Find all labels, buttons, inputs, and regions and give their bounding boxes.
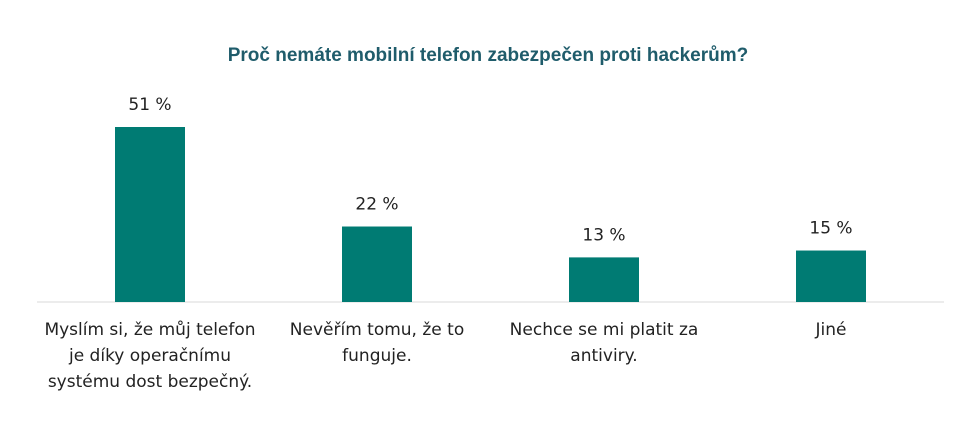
bar-2 [342,226,412,302]
chart-title: Proč nemáte mobilní telefon zabezpečen p… [227,45,749,66]
bar-3 [569,257,639,302]
bar-4 [796,250,866,302]
value-label-1: 51 % [128,95,171,115]
value-label-2: 22 % [355,195,398,215]
category-label-4: Jiné [815,320,847,340]
bar-1 [115,127,185,302]
value-label-4: 15 % [809,219,852,239]
category-label-3: Nechce se mi platit za antiviry. [509,320,699,366]
category-label-2: Nevěřím tomu, že to funguje. [289,320,465,366]
category-label-1: Myslím si, že můj telefon je díky operač… [44,320,256,392]
value-label-3: 13 % [582,225,625,245]
